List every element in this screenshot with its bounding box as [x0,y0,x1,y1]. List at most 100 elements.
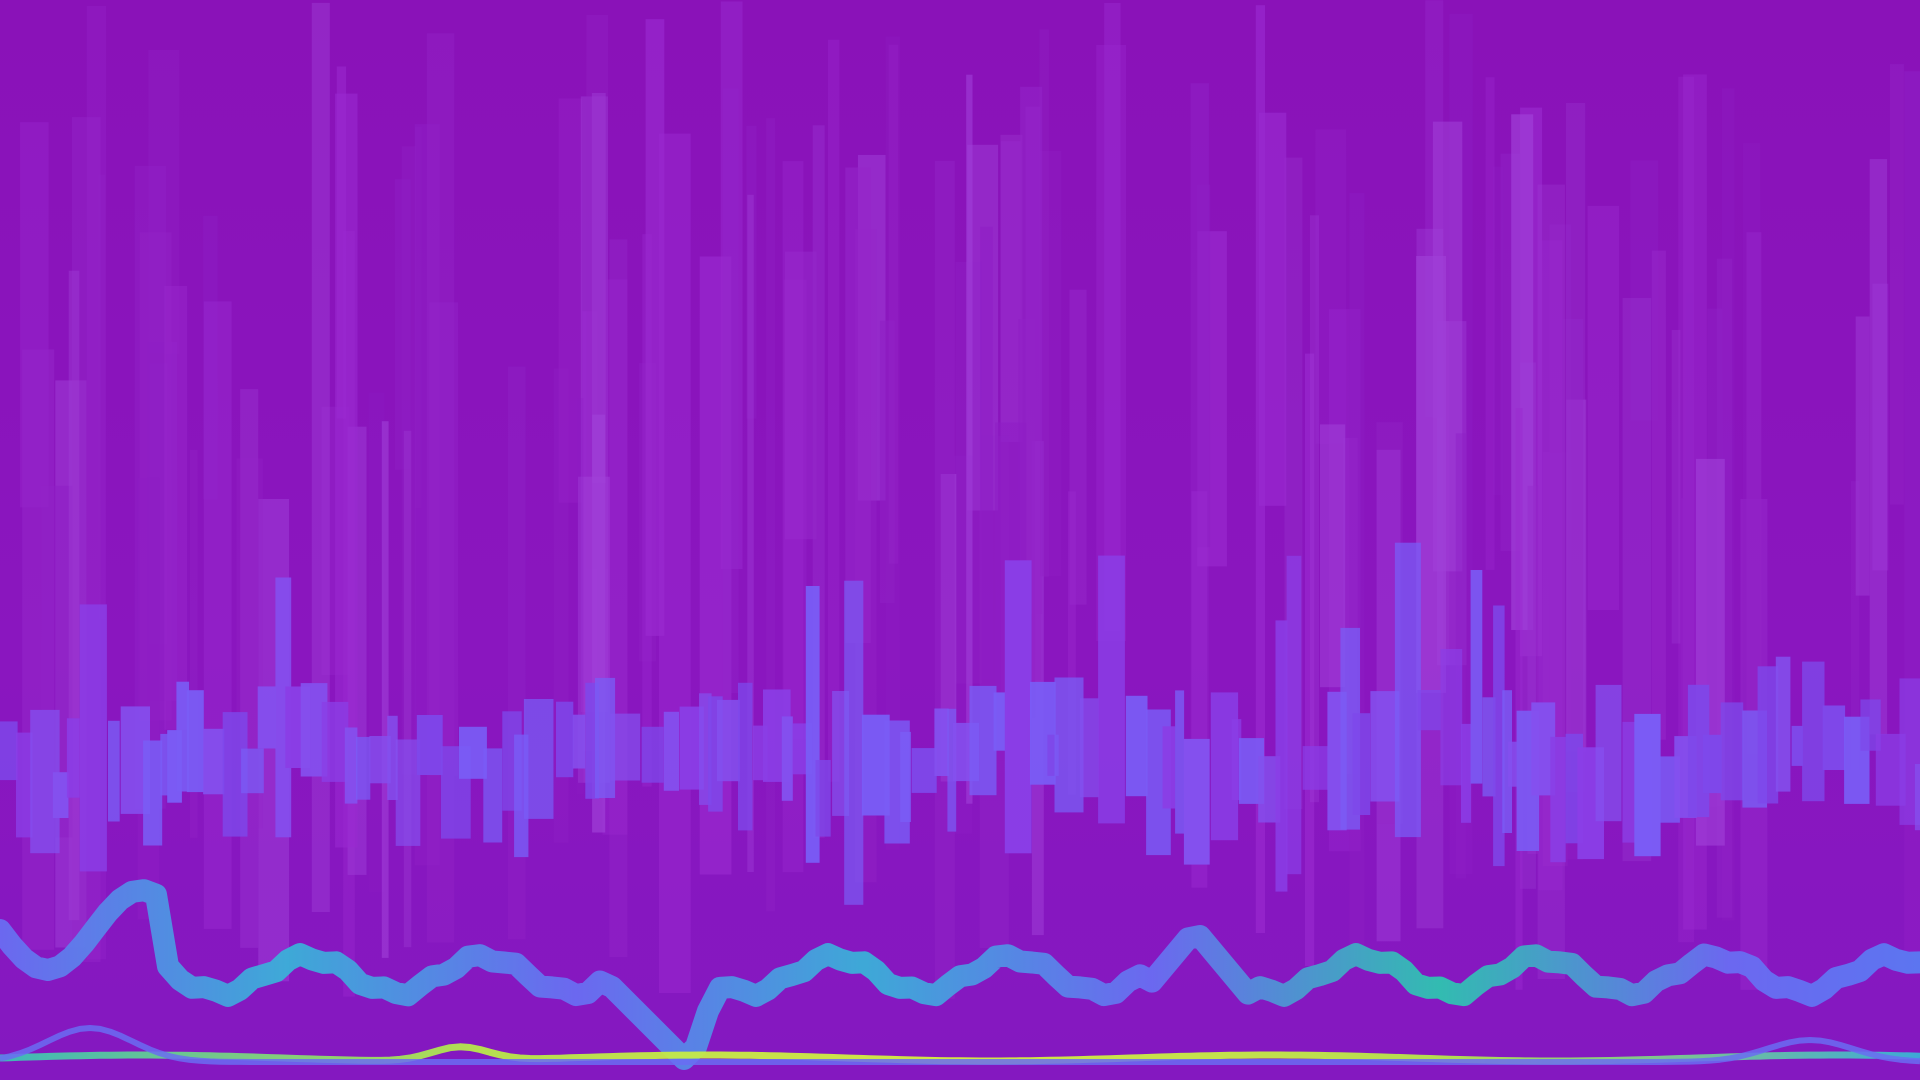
band-block [1703,734,1722,794]
streak [1746,232,1762,755]
streak [1069,289,1087,605]
band-block [1352,713,1371,815]
band-block [1791,725,1803,766]
streak [1566,399,1587,752]
band-block [969,685,997,796]
streak [137,477,160,920]
band-block [1162,726,1176,809]
band-block [1470,570,1483,784]
streak [934,160,955,999]
band-block [1258,756,1281,823]
streak [747,194,754,873]
band-block [459,726,487,779]
streak [966,74,973,804]
streak [1096,45,1126,642]
streak [591,93,606,483]
streak [1562,319,1584,860]
middle-band [0,542,1920,905]
band-block [641,726,664,783]
band-block [1482,697,1496,797]
band-block [1802,661,1825,802]
band-block [1004,560,1032,854]
streak [203,215,218,500]
band-block [1275,620,1288,892]
streak [1104,3,1121,632]
band-block [387,715,398,800]
band-block [738,682,753,831]
band-block [321,701,349,782]
streak [879,320,895,604]
streak [766,118,776,912]
band-block [1370,691,1400,802]
streak [1315,129,1347,444]
band-block [483,748,503,843]
streak [1742,143,1761,802]
streak [98,174,106,620]
streak [1515,408,1523,990]
streak [335,93,358,848]
band-block [1302,746,1328,790]
streak [148,49,180,354]
streak [1890,64,1904,505]
band-block [663,711,679,791]
band-block [1775,656,1791,792]
band-block [947,708,957,832]
streak [22,349,55,950]
streak [1025,106,1041,681]
band-block [66,718,80,798]
band-block [1502,690,1512,833]
band-block [993,692,1007,751]
streak [659,133,691,994]
streak [1000,134,1023,443]
band-block [1720,702,1744,801]
streak [1566,103,1586,793]
streak [1549,224,1572,773]
streak [164,286,188,730]
band-block [815,760,831,837]
band-block [911,748,937,793]
band-block [79,604,107,872]
streak [576,398,584,794]
band-block [1493,605,1505,867]
band-block [556,701,574,778]
streak [1855,316,1870,596]
streak [68,270,80,921]
streak [1869,159,1888,735]
streak [845,167,871,643]
bottom-baseline-secondary [0,1025,1920,1065]
streak [1651,250,1666,740]
streak [381,421,389,958]
band-block [717,699,740,782]
streak [1587,205,1620,610]
band-block [1047,734,1059,776]
streak [1416,228,1444,929]
lower-waveform [0,879,1920,1070]
band-block [1822,705,1846,770]
band-block [275,577,292,838]
band-block [610,713,641,781]
band-block [572,714,586,769]
streak [558,98,583,503]
band-block [1461,723,1472,823]
streak [746,125,757,419]
streak [828,39,840,782]
streak [1039,29,1049,577]
band-block [369,736,391,784]
band-block [160,733,169,796]
band-block [1899,678,1920,825]
streak [1671,329,1681,644]
band-block [1634,713,1661,857]
streak [1258,112,1287,506]
streak [1040,151,1062,577]
band-block [108,720,120,822]
band-block [1417,690,1441,731]
streak [429,302,459,776]
band-block [1757,666,1779,804]
band-block [16,732,33,838]
streak [1527,485,1539,854]
band-block [1054,677,1084,813]
band-block [1098,555,1125,824]
band-block [395,739,421,846]
